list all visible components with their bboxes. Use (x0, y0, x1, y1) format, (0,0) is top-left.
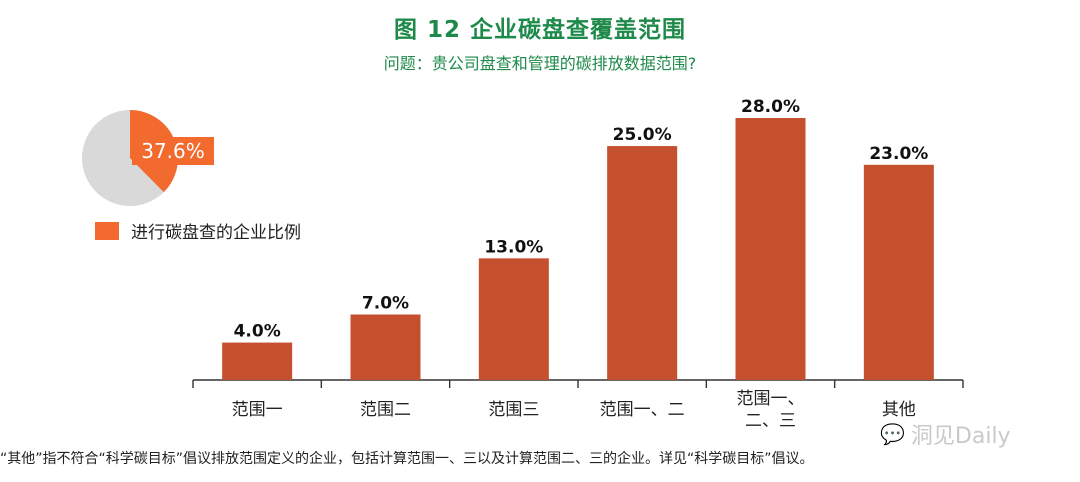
legend-label: 进行碳盘查的企业比例 (131, 223, 301, 243)
bar-value-label: 28.0% (741, 97, 800, 117)
x-tick-label: 其他 (882, 400, 916, 420)
bar-value-label: 25.0% (613, 125, 672, 145)
wechat-icon: 💬 (880, 422, 905, 446)
x-tick-label: 范围二 (360, 400, 411, 420)
x-tick-label: 范围一、 (737, 389, 805, 409)
footnote: “其他”指不符合“科学碳目标”倡议排放范围定义的企业，包括计算范围一、三以及计算… (0, 451, 814, 467)
bar-value-label: 23.0% (869, 144, 928, 164)
x-tick-label: 范围三 (488, 400, 539, 420)
x-tick-label: 范围一、二 (600, 400, 685, 420)
legend-swatch (95, 221, 119, 240)
bar (607, 146, 678, 380)
chart-subtitle: 问题：贵公司盘查和管理的碳排放数据范围? (383, 54, 697, 73)
bar (863, 164, 934, 380)
bar (350, 314, 421, 380)
bar-value-label: 7.0% (362, 294, 409, 314)
bar-value-label: 13.0% (484, 237, 543, 257)
pie-value-label: 37.6% (132, 137, 214, 165)
bar (222, 342, 293, 380)
bar (478, 258, 549, 380)
bar-value-label: 4.0% (234, 322, 281, 342)
chart-title: 图 12 企业碳盘查覆盖范围 (393, 17, 687, 43)
watermark: 💬 洞见Daily (880, 418, 1011, 450)
bar (735, 118, 806, 380)
watermark-text: 洞见Daily (910, 424, 1011, 449)
x-tick-label: 二、三 (745, 411, 796, 431)
legend: 进行碳盘查的企业比例 (95, 218, 301, 243)
x-tick-label: 范围一 (232, 400, 283, 420)
